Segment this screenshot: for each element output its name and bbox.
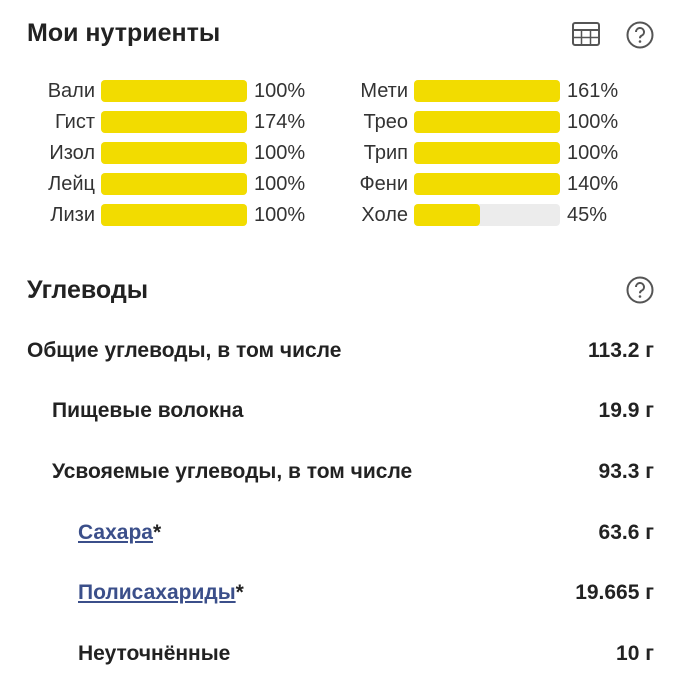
footnote-mark: * — [152, 521, 162, 544]
row-label: Общие углеводы, в том числе — [27, 339, 342, 362]
row-value: 19.9 г — [598, 399, 654, 422]
nutrient-percent: 100% — [254, 80, 306, 102]
nutrient-name: Холе — [361, 204, 408, 226]
bar — [414, 204, 480, 226]
bar-track — [414, 111, 560, 133]
bar — [101, 173, 247, 195]
bar — [414, 111, 560, 133]
nutrient-percent: 100% — [567, 142, 619, 164]
nutrient-name: Изол — [49, 142, 95, 164]
row-label: Неуточнённые — [78, 642, 231, 665]
nutrient-percent: 140% — [567, 173, 619, 195]
nutrient-name: Лейц — [48, 173, 95, 195]
bar — [414, 80, 560, 102]
footnote-mark: * — [235, 581, 244, 604]
nutrient-percent: 100% — [254, 204, 306, 226]
nutrient-name: Фени — [359, 173, 408, 195]
row-link[interactable]: Полисахариды — [78, 581, 236, 604]
row-label: Усвояемые углеводы, в том числе — [52, 460, 413, 483]
row-value: 19.665 г — [575, 581, 654, 604]
bar-track — [414, 204, 560, 226]
nutrient-name: Трип — [363, 142, 408, 164]
row-value: 93.3 г — [598, 460, 654, 483]
nutrient-percent: 174% — [254, 111, 306, 133]
nutrient-percent: 45% — [567, 204, 608, 226]
bar — [414, 142, 560, 164]
bar-track — [414, 80, 560, 102]
row-label: Пищевые волокна — [52, 399, 244, 422]
row-link[interactable]: Сахара — [78, 521, 153, 544]
nutrient-name: Гист — [54, 111, 95, 133]
bar — [101, 80, 247, 102]
nutrient-percent: 100% — [254, 142, 306, 164]
bar — [101, 111, 247, 133]
bar — [101, 204, 247, 226]
row: Полисахариды* — [78, 580, 244, 606]
row-value: 63.6 г — [598, 521, 654, 544]
bar-track — [101, 80, 247, 102]
row-value: 113.2 г — [588, 339, 654, 362]
bar-track — [101, 173, 247, 195]
nutrient-percent: 100% — [567, 111, 619, 133]
row-value: 10 г — [616, 642, 654, 665]
nutrient-name: Лизи — [50, 204, 95, 226]
help-icon[interactable] — [625, 20, 655, 50]
bar — [414, 173, 560, 195]
bar-track — [101, 204, 247, 226]
bar-track — [414, 142, 560, 164]
bar — [101, 142, 247, 164]
bar-track — [101, 111, 247, 133]
nutrient-name: Трео — [363, 111, 408, 133]
nutrient-name: Мети — [360, 80, 408, 102]
help-icon[interactable] — [625, 275, 655, 305]
nutrient-percent: 100% — [254, 173, 306, 195]
bar-track — [414, 173, 560, 195]
nutrient-name: Вали — [47, 80, 95, 102]
table-icon[interactable] — [571, 21, 601, 47]
row: Сахара* — [78, 520, 161, 546]
section-title: Мои нутриенты — [27, 19, 221, 47]
nutrient-percent: 161% — [567, 80, 619, 102]
section-title: Углеводы — [27, 276, 149, 304]
bar-track — [101, 142, 247, 164]
